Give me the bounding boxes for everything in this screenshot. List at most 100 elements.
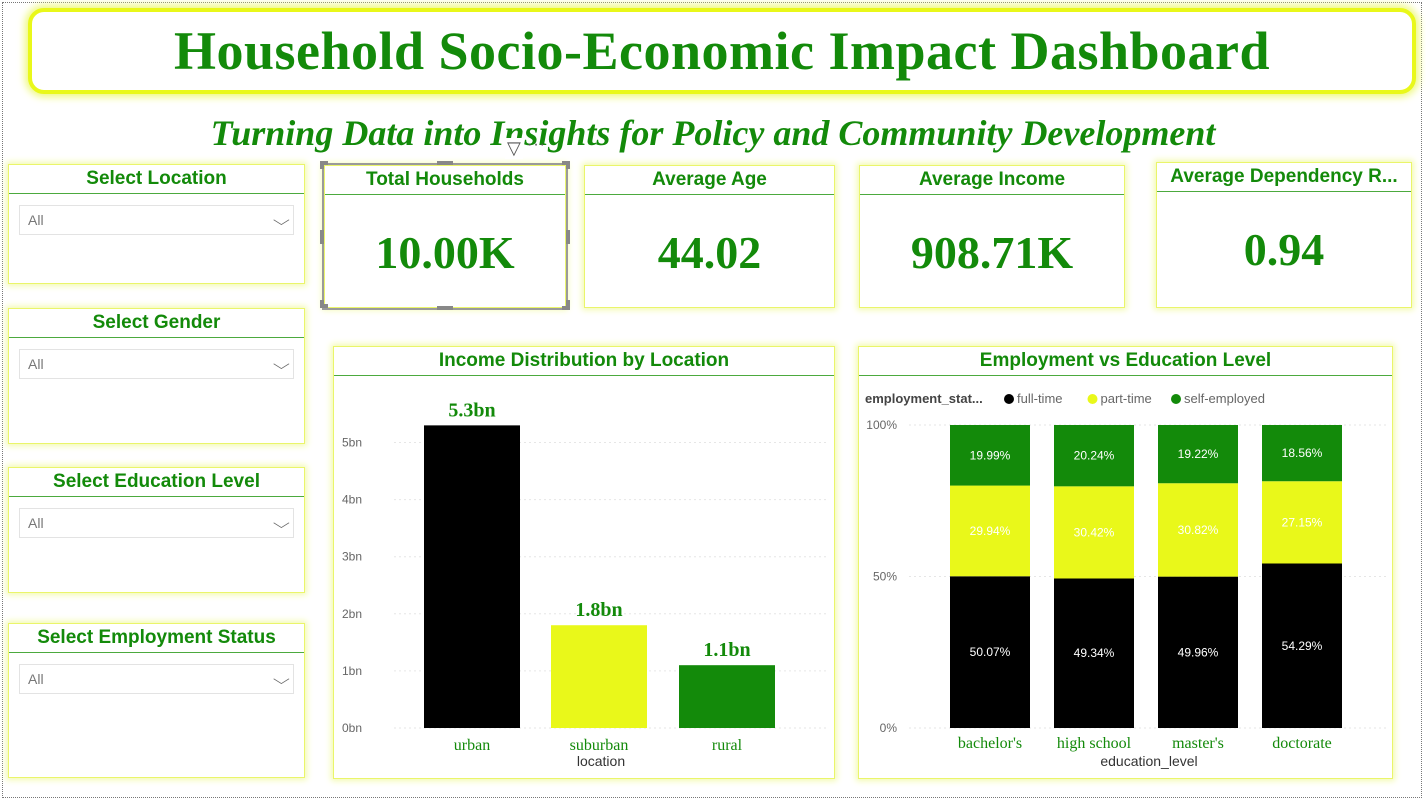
stack-segment-part-time [1262,481,1342,564]
employment-education-chart[interactable]: Employment vs Education Level employment… [858,346,1393,779]
stack-segment-self-employed [1158,425,1238,484]
kpi-total-households[interactable]: Total Households 10.00K [324,165,566,308]
segment-label: 54.29% [1282,639,1323,653]
resize-handle[interactable] [320,161,324,169]
resize-handle[interactable] [320,230,324,244]
x-axis-title: location [577,753,625,769]
bar-rural [679,665,775,728]
gender-dropdown[interactable]: All ⌵ [19,349,294,379]
slicer-education: Select Education Level All ⌵ [8,467,305,593]
header-banner: Household Socio-Economic Impact Dashboar… [28,8,1416,94]
y-tick-label: 0% [880,721,898,735]
stack-segment-full-time [1054,578,1134,728]
resize-handle[interactable] [320,300,324,308]
bar-urban [424,425,520,728]
segment-label: 19.22% [1178,447,1219,461]
resize-handle[interactable] [437,161,453,165]
y-tick-label: 3bn [342,550,362,564]
stack-segment-part-time [950,485,1030,577]
chevron-down-icon: ⌵ [273,514,291,531]
slicer-location: Select Location All ⌵ [8,164,305,284]
page-subtitle: Turning Data into Insights for Policy an… [210,113,1216,153]
resize-handle[interactable] [566,230,570,244]
slicer-title: Select Employment Status [9,624,304,653]
income-distribution-chart[interactable]: Income Distribution by Location 0bn 1bn 2b… [333,346,835,779]
stack-segment-part-time [1054,486,1134,579]
segment-label: 49.96% [1178,645,1219,659]
kpi-average-income: Average Income 908.71K [859,165,1125,308]
legend-title: employment_stat... [865,391,983,406]
segment-label: 27.15% [1282,515,1323,529]
segment-label: 19.99% [970,448,1011,462]
kpi-title: Average Income [860,166,1124,195]
x-category-label: urban [454,737,490,754]
slicer-title: Select Education Level [9,468,304,497]
chevron-down-icon: ⌵ [273,670,291,687]
dropdown-value: All [28,515,44,531]
resize-handle[interactable] [562,306,570,310]
x-category-label: doctorate [1272,735,1332,752]
legend-item: full-time [1017,391,1063,406]
location-dropdown[interactable]: All ⌵ [19,205,294,235]
resize-handle[interactable] [320,304,328,308]
slicer-title: Select Location [9,165,304,194]
resize-handle[interactable] [566,161,570,169]
data-label: 1.1bn [703,639,750,661]
stack-segment-full-time [1262,563,1342,728]
kpi-value: 44.02 [657,227,762,278]
data-label: 5.3bn [448,399,495,421]
segment-label: 20.24% [1074,449,1115,463]
bar-suburban [551,625,647,728]
kpi-title: Total Households [325,166,565,195]
employment-chart-svg: employment_stat... full-time part-time self… [865,391,1389,769]
stack-segment-full-time [950,576,1030,728]
kpi-title: Average Age [585,166,834,195]
slicer-title: Select Gender [9,309,304,338]
chart-title: Income Distribution by Location [334,347,834,376]
stack-segment-full-time [1158,576,1238,728]
kpi-title: Average Dependency R... [1157,163,1411,192]
x-category-label: rural [712,737,743,754]
legend-marker [1087,394,1098,404]
y-tick-label: 1bn [342,664,362,678]
education-dropdown[interactable]: All ⌵ [19,508,294,538]
y-tick-label: 5bn [342,436,362,450]
kpi-value: 10.00K [375,227,515,278]
legend-item: part-time [1101,391,1152,406]
stack-segment-self-employed [950,425,1030,486]
kpi-value: 908.71K [910,227,1074,278]
stack-segment-self-employed [1054,425,1134,487]
page-title: Household Socio-Economic Impact Dashboar… [173,21,1271,81]
data-label: 1.8bn [575,599,622,621]
segment-label: 18.56% [1282,446,1323,460]
y-tick-label: 2bn [342,607,362,621]
segment-label: 30.82% [1178,523,1219,537]
dropdown-value: All [28,356,44,372]
filter-icon[interactable]: ▽ [505,138,523,159]
x-category-label: master's [1172,735,1224,752]
y-tick-label: 0bn [342,721,362,735]
resize-handle[interactable] [320,161,328,165]
segment-label: 49.34% [1074,646,1115,660]
dropdown-value: All [28,212,44,228]
employment-dropdown[interactable]: All ⌵ [19,664,294,694]
resize-handle[interactable] [566,300,570,308]
chart-title: Employment vs Education Level [859,347,1392,376]
y-tick-label: 4bn [342,493,362,507]
y-tick-label: 100% [866,418,897,432]
slicer-gender: Select Gender All ⌵ [8,308,305,444]
kpi-average-age: Average Age 44.02 [584,165,835,308]
legend-marker [1004,394,1014,404]
chevron-down-icon: ⌵ [273,355,291,372]
segment-label: 30.42% [1074,525,1115,539]
legend-marker [1171,394,1181,404]
more-options-icon[interactable]: ··· [527,136,546,153]
x-axis-title: education_level [1100,753,1197,769]
stack-segment-self-employed [1262,425,1342,482]
resize-handle[interactable] [437,306,453,310]
chevron-down-icon: ⌵ [273,211,291,228]
segment-label: 29.94% [970,524,1011,538]
slicer-employment: Select Employment Status All ⌵ [8,623,305,778]
x-category-label: suburban [570,737,629,754]
y-tick-label: 50% [873,570,897,584]
